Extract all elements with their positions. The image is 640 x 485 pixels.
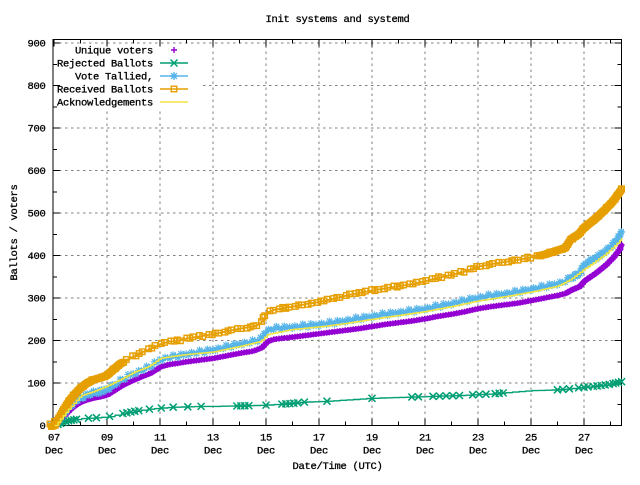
svg-text:Dec: Dec — [416, 446, 434, 458]
svg-text:Acknowledgements: Acknowledgements — [57, 98, 153, 110]
svg-text:21: 21 — [419, 433, 431, 445]
svg-text:Rejected Ballots: Rejected Ballots — [57, 59, 153, 71]
svg-text:Dec: Dec — [575, 446, 593, 458]
svg-text:Received Ballots: Received Ballots — [57, 85, 153, 97]
svg-text:500: 500 — [27, 209, 45, 221]
svg-text:200: 200 — [27, 336, 45, 348]
svg-text:600: 600 — [27, 166, 45, 178]
svg-text:19: 19 — [366, 433, 378, 445]
svg-text:Dec: Dec — [363, 446, 381, 458]
svg-text:27: 27 — [578, 433, 590, 445]
svg-text:15: 15 — [260, 433, 272, 445]
svg-text:Ballots / voters: Ballots / voters — [9, 184, 21, 280]
svg-text:Dec: Dec — [469, 446, 487, 458]
svg-text:Init systems and systemd: Init systems and systemd — [265, 14, 409, 26]
svg-text:Dec: Dec — [522, 446, 540, 458]
svg-text:09: 09 — [101, 433, 113, 445]
svg-text:Dec: Dec — [204, 446, 222, 458]
svg-text:Dec: Dec — [45, 446, 63, 458]
svg-text:23: 23 — [472, 433, 484, 445]
svg-text:700: 700 — [27, 124, 45, 136]
svg-text:Dec: Dec — [98, 446, 116, 458]
svg-text:400: 400 — [27, 251, 45, 263]
svg-text:800: 800 — [27, 81, 45, 93]
svg-text:Date/Time (UTC): Date/Time (UTC) — [292, 461, 382, 473]
svg-text:Unique voters: Unique voters — [75, 46, 153, 58]
svg-text:Vote Tallied,: Vote Tallied, — [75, 72, 153, 84]
svg-text:13: 13 — [207, 433, 219, 445]
svg-text:900: 900 — [27, 39, 45, 51]
svg-text:07: 07 — [48, 433, 60, 445]
svg-text:0: 0 — [39, 421, 45, 433]
svg-text:17: 17 — [313, 433, 325, 445]
svg-text:Dec: Dec — [257, 446, 275, 458]
svg-text:Dec: Dec — [310, 446, 328, 458]
svg-text:25: 25 — [525, 433, 537, 445]
svg-text:Dec: Dec — [151, 446, 169, 458]
svg-text:100: 100 — [27, 379, 45, 391]
svg-text:300: 300 — [27, 294, 45, 306]
svg-text:11: 11 — [154, 433, 166, 445]
